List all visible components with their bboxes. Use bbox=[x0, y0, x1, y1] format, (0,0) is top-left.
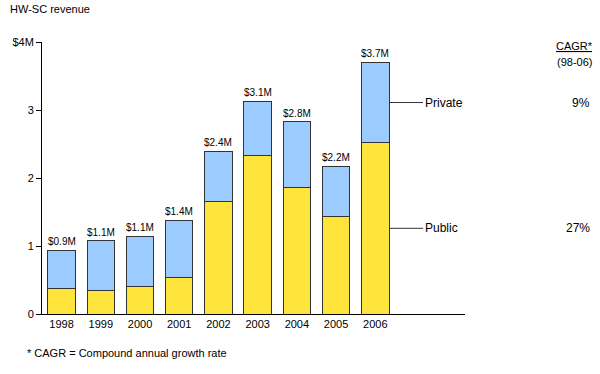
svg-text:$1.1M: $1.1M bbox=[126, 222, 154, 233]
svg-text:$1.4M: $1.4M bbox=[165, 206, 193, 217]
svg-text:$2.4M: $2.4M bbox=[204, 137, 232, 148]
svg-text:2001: 2001 bbox=[167, 318, 191, 330]
svg-text:1: 1 bbox=[28, 240, 34, 252]
svg-text:3: 3 bbox=[28, 104, 34, 116]
svg-text:$2.2M: $2.2M bbox=[322, 152, 350, 163]
svg-text:1998: 1998 bbox=[49, 318, 73, 330]
svg-text:2005: 2005 bbox=[324, 318, 348, 330]
svg-text:$2.8M: $2.8M bbox=[283, 108, 311, 119]
svg-text:$1.1M: $1.1M bbox=[87, 227, 115, 238]
svg-text:2002: 2002 bbox=[206, 318, 230, 330]
svg-text:$4M: $4M bbox=[12, 36, 33, 48]
svg-text:2: 2 bbox=[28, 172, 34, 184]
svg-text:HW-SC revenue: HW-SC revenue bbox=[10, 3, 90, 15]
svg-text:9%: 9% bbox=[572, 96, 590, 110]
svg-text:1999: 1999 bbox=[89, 318, 113, 330]
svg-text:2004: 2004 bbox=[285, 318, 309, 330]
svg-text:2003: 2003 bbox=[245, 318, 269, 330]
svg-text:$0.9M: $0.9M bbox=[48, 236, 76, 247]
svg-text:$3.7M: $3.7M bbox=[361, 48, 389, 59]
svg-text:27%: 27% bbox=[566, 221, 590, 235]
svg-text:* CAGR = Compound annual growt: * CAGR = Compound annual growth rate bbox=[27, 347, 227, 359]
svg-text:CAGR*: CAGR* bbox=[556, 40, 593, 52]
svg-text:$3.1M: $3.1M bbox=[244, 87, 272, 98]
svg-text:Private: Private bbox=[425, 96, 463, 110]
svg-text:0: 0 bbox=[28, 308, 34, 320]
svg-text:Public: Public bbox=[425, 221, 458, 235]
svg-text:2000: 2000 bbox=[128, 318, 152, 330]
svg-text:2006: 2006 bbox=[363, 318, 387, 330]
svg-text:(98-06): (98-06) bbox=[557, 56, 592, 68]
